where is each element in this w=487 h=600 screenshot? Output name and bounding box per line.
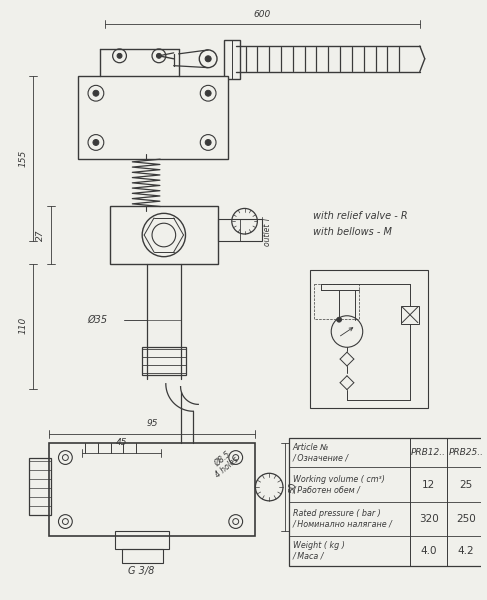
Circle shape — [337, 317, 341, 322]
Text: 600: 600 — [254, 10, 271, 19]
Text: G 3/8: G 3/8 — [128, 566, 154, 576]
Bar — [315, 284, 359, 319]
Bar — [110, 206, 218, 263]
Text: 50: 50 — [289, 481, 299, 493]
Circle shape — [93, 140, 99, 145]
Bar — [401, 306, 419, 323]
Text: 110: 110 — [19, 317, 28, 334]
Bar — [49, 443, 255, 536]
Text: 250: 250 — [456, 514, 476, 524]
Bar — [310, 271, 428, 409]
Text: 27: 27 — [36, 229, 45, 241]
Text: 25: 25 — [460, 479, 473, 490]
Text: with bellows - M: with bellows - M — [313, 227, 392, 237]
Bar — [78, 76, 228, 159]
Circle shape — [117, 53, 122, 58]
Text: 4 holes: 4 holes — [213, 455, 240, 480]
Circle shape — [205, 90, 211, 96]
Text: Weight ( kg )
/ Маса /: Weight ( kg ) / Маса / — [293, 541, 345, 561]
Circle shape — [156, 53, 161, 58]
Text: 12: 12 — [422, 479, 435, 490]
Text: 4.2: 4.2 — [458, 546, 474, 556]
Bar — [114, 532, 169, 549]
Bar — [122, 549, 163, 563]
Text: 95: 95 — [146, 419, 158, 428]
Bar — [29, 458, 51, 515]
Text: with relief valve - R: with relief valve - R — [313, 211, 407, 221]
Bar — [224, 40, 240, 79]
Text: 4.0: 4.0 — [420, 546, 437, 556]
Bar — [218, 219, 262, 241]
Bar — [289, 438, 485, 566]
Text: Ø35: Ø35 — [88, 314, 108, 325]
Circle shape — [205, 140, 211, 145]
Circle shape — [205, 56, 211, 62]
Text: 320: 320 — [419, 514, 439, 524]
Text: PRB25..: PRB25.. — [449, 448, 484, 457]
Text: Working volume ( cm³)
/ Работен обем /: Working volume ( cm³) / Работен обем / — [293, 475, 385, 494]
Text: Article №
/ Означение /: Article № / Означение / — [293, 443, 349, 463]
Bar — [142, 347, 186, 375]
Text: 45: 45 — [116, 438, 127, 447]
Text: Ø8.5: Ø8.5 — [213, 450, 233, 469]
Text: outlet T: outlet T — [262, 217, 272, 245]
Text: PRB12..: PRB12.. — [411, 448, 446, 457]
Text: 155: 155 — [19, 149, 28, 167]
Circle shape — [93, 90, 99, 96]
Text: Rated pressure ( bar )
/ Номинално налягане /: Rated pressure ( bar ) / Номинално наляг… — [293, 509, 393, 529]
